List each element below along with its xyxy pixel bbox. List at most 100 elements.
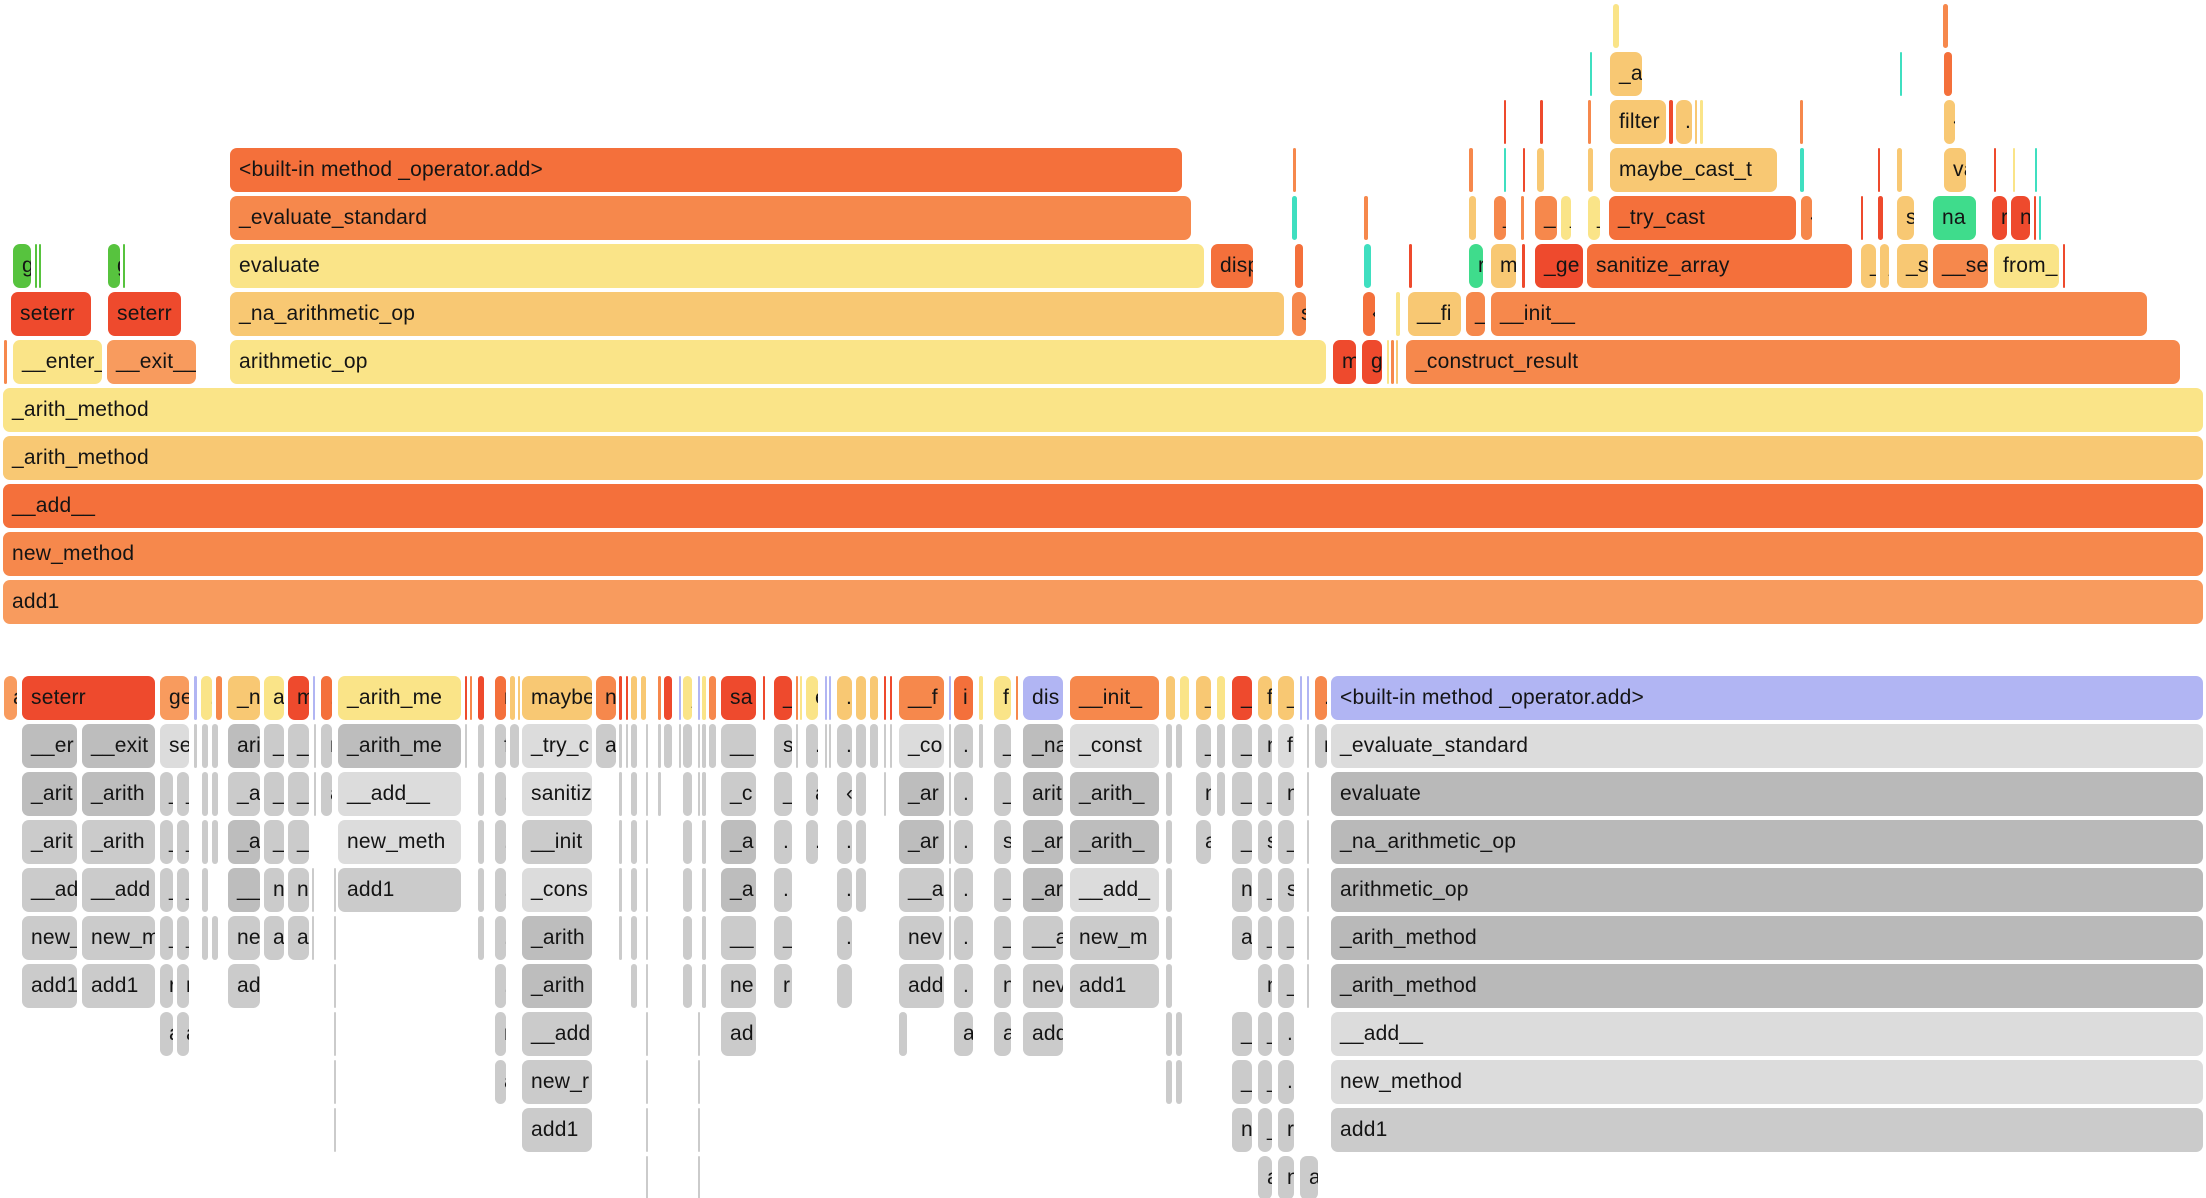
- frame-bar-sliver[interactable]: [1176, 1012, 1182, 1056]
- frame-bar[interactable]: _arith_method: [3, 436, 2203, 480]
- frame-bar[interactable]: r: [495, 1012, 506, 1056]
- frame-bar-sliver[interactable]: [334, 1012, 336, 1056]
- frame-bar[interactable]: arithmetic_op: [230, 340, 1326, 384]
- frame-bar-sliver[interactable]: [796, 724, 798, 768]
- frame-bar[interactable]: _: [1307, 916, 1309, 960]
- frame-bar-sliver[interactable]: [949, 868, 951, 912]
- frame-bar[interactable]: a: [160, 1012, 173, 1056]
- frame-bar-sliver[interactable]: [1878, 148, 1880, 192]
- frame-bar[interactable]: fi: [1278, 724, 1294, 768]
- frame-bar-sliver[interactable]: [1016, 676, 1018, 720]
- frame-bar[interactable]: r: [631, 724, 637, 768]
- frame-bar-sliver[interactable]: [646, 1012, 648, 1056]
- frame-bar[interactable]: add1: [338, 868, 461, 912]
- frame-bar-sliver[interactable]: [702, 916, 706, 960]
- frame-bar[interactable]: .: [954, 868, 973, 912]
- frame-bar-sliver[interactable]: [646, 964, 648, 1008]
- frame-bar-sliver[interactable]: [679, 676, 681, 720]
- frame-bar[interactable]: r: [177, 964, 189, 1008]
- frame-bar-sliver[interactable]: [702, 676, 706, 720]
- frame-bar[interactable]: from_: [1994, 244, 2059, 288]
- frame-bar[interactable]: _: [1494, 196, 1506, 240]
- frame-bar-sliver[interactable]: [2063, 244, 2065, 288]
- frame-bar[interactable]: s: [1292, 292, 1306, 336]
- frame-bar-sliver[interactable]: [1700, 100, 1703, 144]
- frame-bar-sliver[interactable]: [646, 820, 648, 864]
- frame-bar[interactable]: _try_c: [522, 724, 592, 768]
- frame-bar[interactable]: _: [1307, 964, 1309, 1008]
- frame-bar[interactable]: add1: [3, 580, 2203, 624]
- frame-bar[interactable]: _a: [228, 820, 260, 864]
- frame-bar[interactable]: .: [495, 916, 506, 960]
- frame-bar[interactable]: .: [1166, 772, 1172, 816]
- frame-bar[interactable]: add: [899, 964, 944, 1008]
- frame-bar[interactable]: s: [774, 724, 792, 768]
- frame-bar[interactable]: _: [1196, 724, 1211, 768]
- frame-bar[interactable]: a: [1196, 820, 1211, 864]
- frame-bar[interactable]: r: [774, 964, 792, 1008]
- frame-bar[interactable]: _: [774, 676, 792, 720]
- frame-bar[interactable]: s: [1258, 820, 1272, 864]
- frame-bar[interactable]: .: [856, 772, 866, 816]
- frame-bar-sliver[interactable]: [1994, 148, 1996, 192]
- frame-bar[interactable]: add1: [1331, 1108, 2203, 1152]
- frame-bar-sliver[interactable]: [35, 244, 37, 288]
- frame-bar[interactable]: seterr: [108, 292, 181, 336]
- frame-bar-sliver[interactable]: [698, 1108, 700, 1152]
- frame-bar-sliver[interactable]: [1897, 148, 1902, 192]
- frame-bar[interactable]: __er: [22, 724, 77, 768]
- frame-bar[interactable]: r: [631, 916, 637, 960]
- frame-bar[interactable]: _evaluate_standard: [1331, 724, 2203, 768]
- frame-bar[interactable]: _: [1278, 916, 1294, 960]
- frame-bar-sliver[interactable]: [979, 676, 983, 720]
- frame-bar-sliver[interactable]: [1504, 148, 1506, 192]
- frame-bar-sliver[interactable]: [949, 724, 951, 768]
- frame-bar[interactable]: .: [683, 772, 692, 816]
- frame-bar[interactable]: _: [288, 772, 309, 816]
- frame-bar-sliver[interactable]: [1588, 100, 1591, 144]
- frame-bar[interactable]: va: [1944, 148, 1966, 192]
- frame-bar[interactable]: _: [177, 772, 189, 816]
- frame-bar[interactable]: _na: [1023, 724, 1063, 768]
- frame-bar[interactable]: r: [202, 868, 208, 912]
- frame-bar[interactable]: r: [1469, 244, 1483, 288]
- frame-bar[interactable]: _: [1466, 292, 1485, 336]
- frame-bar[interactable]: new_m: [82, 916, 155, 960]
- frame-bar[interactable]: evaluate: [230, 244, 1204, 288]
- frame-bar[interactable]: _arith_me: [338, 676, 461, 720]
- frame-bar-sliver[interactable]: [890, 676, 892, 720]
- frame-bar[interactable]: _arith_method: [1331, 916, 2203, 960]
- frame-bar[interactable]: r: [160, 964, 173, 1008]
- frame-bar[interactable]: sa: [721, 676, 756, 720]
- frame-bar[interactable]: .: [837, 868, 852, 912]
- frame-bar-sliver[interactable]: [4, 340, 7, 384]
- frame-bar[interactable]: add1: [22, 964, 77, 1008]
- frame-bar[interactable]: r: [1992, 196, 2007, 240]
- frame-bar[interactable]: _try_cast: [1609, 196, 1796, 240]
- frame-bar-sliver[interactable]: [1409, 244, 1412, 288]
- frame-bar[interactable]: __add: [82, 868, 155, 912]
- frame-bar[interactable]: .: [954, 724, 973, 768]
- frame-bar[interactable]: n: [264, 868, 284, 912]
- frame-bar[interactable]: a: [806, 772, 818, 816]
- frame-bar-sliver[interactable]: [658, 724, 661, 768]
- frame-bar[interactable]: .: [837, 820, 852, 864]
- frame-bar-sliver[interactable]: [698, 772, 700, 816]
- frame-bar-sliver[interactable]: [1396, 292, 1400, 336]
- frame-bar[interactable]: _: [1561, 196, 1571, 240]
- frame-bar[interactable]: n: [1232, 1108, 1252, 1152]
- frame-bar[interactable]: _arith: [82, 772, 155, 816]
- frame-bar[interactable]: _: [177, 820, 189, 864]
- frame-bar[interactable]: n: [596, 676, 616, 720]
- frame-bar[interactable]: _: [177, 868, 189, 912]
- frame-bar[interactable]: .: [1166, 724, 1172, 768]
- frame-bar-sliver[interactable]: [1364, 244, 1371, 288]
- frame-bar[interactable]: .: [1278, 1060, 1294, 1104]
- frame-bar-sliver[interactable]: [619, 724, 622, 768]
- frame-bar[interactable]: _a: [228, 772, 260, 816]
- frame-bar-sliver[interactable]: [312, 868, 314, 912]
- frame-bar[interactable]: filter: [1610, 100, 1666, 144]
- frame-bar[interactable]: ad: [228, 964, 260, 1008]
